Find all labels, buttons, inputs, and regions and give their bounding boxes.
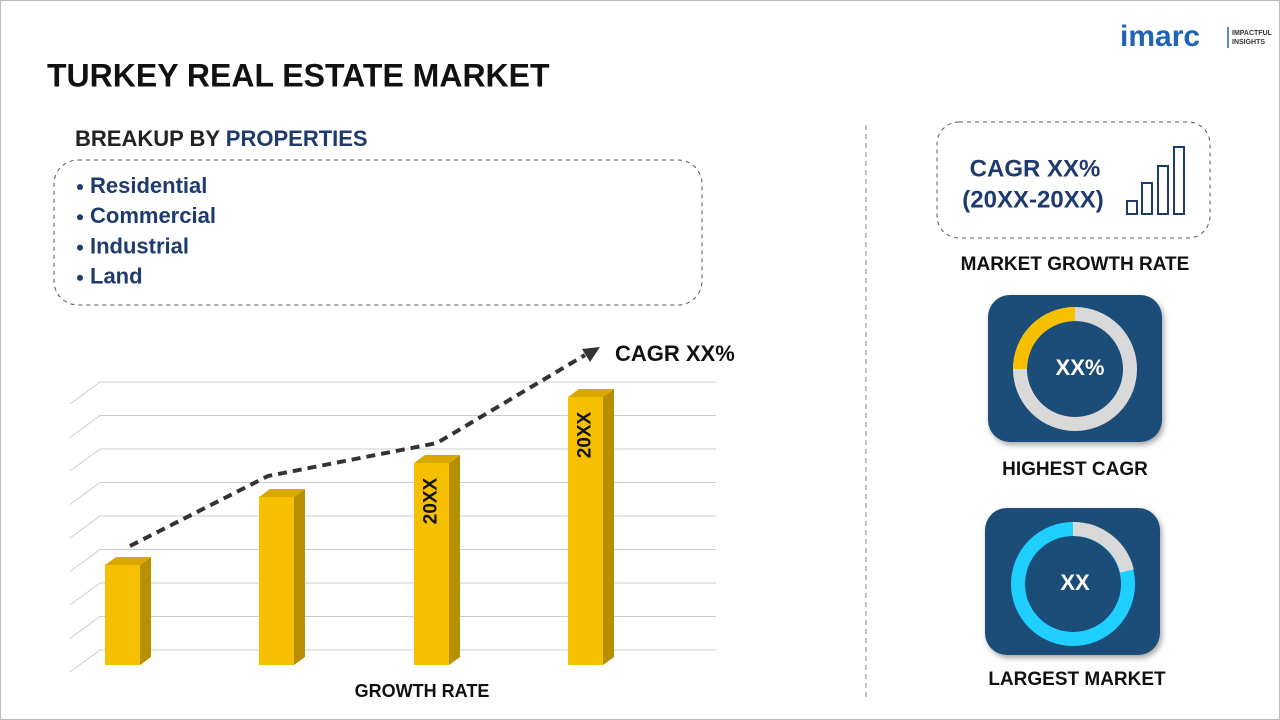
heading-prefix: BREAKUP BY	[75, 126, 220, 151]
growth-icon	[1126, 146, 1185, 215]
bar	[414, 463, 449, 665]
breakup-list: Residential Commercial Industrial Land	[77, 173, 216, 289]
bar	[259, 497, 294, 665]
bar-side	[603, 389, 614, 665]
breakup-heading: BREAKUP BY PROPERTIES	[75, 126, 368, 151]
breakup-item: Residential	[90, 173, 207, 198]
bar	[568, 397, 603, 665]
logo-tagline: IMPACTFUL	[1232, 30, 1273, 37]
grid-line	[69, 415, 716, 438]
grid-line	[69, 582, 716, 606]
bar-top	[568, 389, 614, 397]
bar-top	[105, 557, 151, 565]
bar	[105, 565, 140, 665]
grid-line	[69, 549, 716, 572]
donut-arc	[1072, 521, 1134, 573]
card-caption: HIGHEST CAGR	[1002, 459, 1148, 480]
bar-side	[449, 455, 460, 665]
bullet	[77, 214, 83, 221]
breakup-item: Commercial	[90, 203, 216, 228]
donut-value: XX	[1060, 570, 1090, 595]
grid-line	[69, 448, 716, 472]
bullet	[77, 244, 83, 251]
grid-line	[69, 515, 716, 539]
logo-tagline: INSIGHTS	[1232, 39, 1265, 46]
bar-side	[140, 557, 151, 665]
logo-brand: imarc	[1120, 20, 1200, 53]
bar-label: 20XX	[421, 477, 442, 524]
grid-line	[69, 616, 716, 639]
bullet	[77, 274, 83, 281]
axis-label: GROWTH RATE	[355, 681, 490, 701]
cagr-box	[936, 121, 1211, 239]
bar-label: 20XX	[575, 411, 596, 458]
bar-top	[414, 455, 460, 463]
breakup-box	[53, 159, 703, 306]
bar-top	[259, 489, 305, 497]
grid-line	[69, 649, 716, 673]
trend-label: CAGR XX%	[615, 341, 735, 366]
breakup-item: Industrial	[90, 233, 189, 258]
cagr-line: CAGR XX%	[970, 155, 1101, 182]
bullet	[77, 184, 83, 190]
grid-line	[69, 482, 716, 505]
chart-grid	[69, 381, 716, 673]
card-caption: LARGEST MARKET	[988, 669, 1166, 690]
card-caption: MARKET GROWTH RATE	[961, 254, 1190, 275]
bars: 20XX 20XX	[105, 389, 614, 665]
grid-line	[69, 381, 716, 405]
heading-highlight: PROPERTIES	[226, 126, 368, 151]
trend-arrow	[582, 347, 600, 362]
donut-arc	[1013, 307, 1076, 370]
donut-value: XX%	[1056, 355, 1105, 380]
trend-line	[129, 353, 587, 548]
cagr-period: (20XX-20XX)	[962, 186, 1103, 213]
bar-side	[294, 489, 305, 665]
title: TURKEY REAL ESTATE MARKET	[47, 57, 550, 93]
breakup-item: Land	[90, 264, 143, 289]
